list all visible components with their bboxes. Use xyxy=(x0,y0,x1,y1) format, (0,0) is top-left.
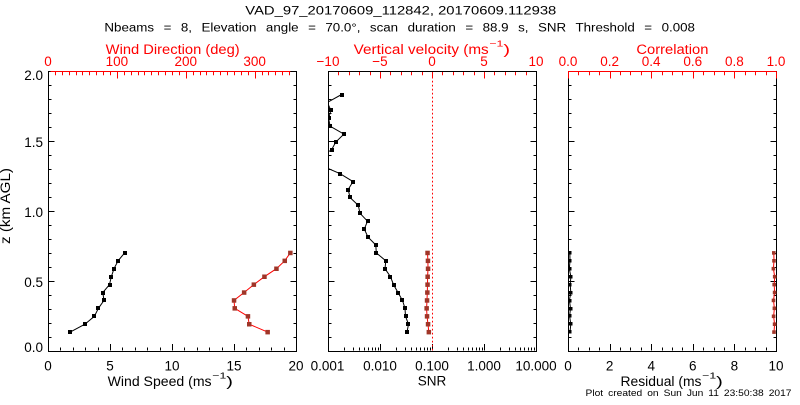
svg-text:0: 0 xyxy=(44,54,52,69)
svg-text:−1: −1 xyxy=(212,371,226,381)
svg-text:1.0: 1.0 xyxy=(767,54,786,69)
svg-text:0.0: 0.0 xyxy=(559,54,578,69)
svg-text:Vertical velocity (ms: Vertical velocity (ms xyxy=(354,42,489,57)
svg-text:Plot created on Sun Jun 11 23:: Plot created on Sun Jun 11 23:50:38 2017 xyxy=(586,388,792,399)
svg-text:): ) xyxy=(503,42,510,57)
svg-text:0.4: 0.4 xyxy=(642,54,661,69)
svg-text:): ) xyxy=(716,374,723,389)
svg-text:20: 20 xyxy=(288,359,303,374)
svg-text:Wind Speed (ms: Wind Speed (ms xyxy=(108,374,212,389)
svg-text:0.5: 0.5 xyxy=(24,275,43,290)
svg-text:1.5: 1.5 xyxy=(24,135,43,150)
svg-text:SNR: SNR xyxy=(418,374,447,389)
svg-text:15: 15 xyxy=(226,359,241,374)
svg-text:0.6: 0.6 xyxy=(683,54,702,69)
svg-text:10: 10 xyxy=(164,359,179,374)
svg-text:2: 2 xyxy=(606,359,614,374)
svg-text:10: 10 xyxy=(528,54,543,69)
svg-text:100: 100 xyxy=(106,54,129,69)
svg-text:1.0: 1.0 xyxy=(24,205,43,220)
svg-text:Correlation: Correlation xyxy=(636,42,708,57)
svg-text:0.010: 0.010 xyxy=(363,359,397,374)
svg-text:0.2: 0.2 xyxy=(600,54,619,69)
svg-text:0: 0 xyxy=(428,54,436,69)
svg-text:10.000: 10.000 xyxy=(515,359,556,374)
svg-text:10: 10 xyxy=(768,359,783,374)
svg-text:z (km AGL): z (km AGL) xyxy=(0,168,13,244)
svg-text:0.0: 0.0 xyxy=(24,340,43,355)
svg-text:6: 6 xyxy=(689,359,697,374)
svg-text:5: 5 xyxy=(106,359,114,374)
svg-text:0.8: 0.8 xyxy=(725,54,744,69)
svg-text:5: 5 xyxy=(480,54,488,69)
svg-text:8: 8 xyxy=(731,359,739,374)
svg-text:−1: −1 xyxy=(702,371,716,381)
svg-text:4: 4 xyxy=(647,359,655,374)
svg-text:−10: −10 xyxy=(317,54,340,69)
svg-text:Wind Direction (deg): Wind Direction (deg) xyxy=(106,42,240,57)
svg-text:−5: −5 xyxy=(372,54,387,69)
svg-text:200: 200 xyxy=(175,54,198,69)
svg-text:0: 0 xyxy=(44,359,52,374)
svg-text:−1: −1 xyxy=(489,39,503,49)
svg-text:1.000: 1.000 xyxy=(467,359,501,374)
svg-text:VAD_97_20170609_112842, 201706: VAD_97_20170609_112842, 20170609.112938 xyxy=(245,6,556,18)
svg-text:0.001: 0.001 xyxy=(311,359,345,374)
svg-text:2.0: 2.0 xyxy=(24,68,43,83)
svg-text:): ) xyxy=(226,374,233,389)
svg-text:Nbeams = 8, Elevation angle =: Nbeams = 8, Elevation angle = 70.0°, sca… xyxy=(104,22,695,34)
svg-text:0.100: 0.100 xyxy=(415,359,449,374)
svg-text:Residual (ms: Residual (ms xyxy=(621,374,702,389)
svg-text:300: 300 xyxy=(243,54,266,69)
svg-text:0: 0 xyxy=(564,359,572,374)
